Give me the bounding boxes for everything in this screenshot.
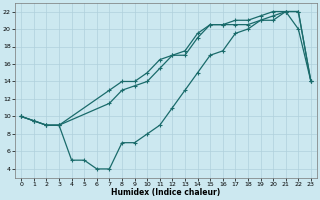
X-axis label: Humidex (Indice chaleur): Humidex (Indice chaleur) (111, 188, 221, 197)
